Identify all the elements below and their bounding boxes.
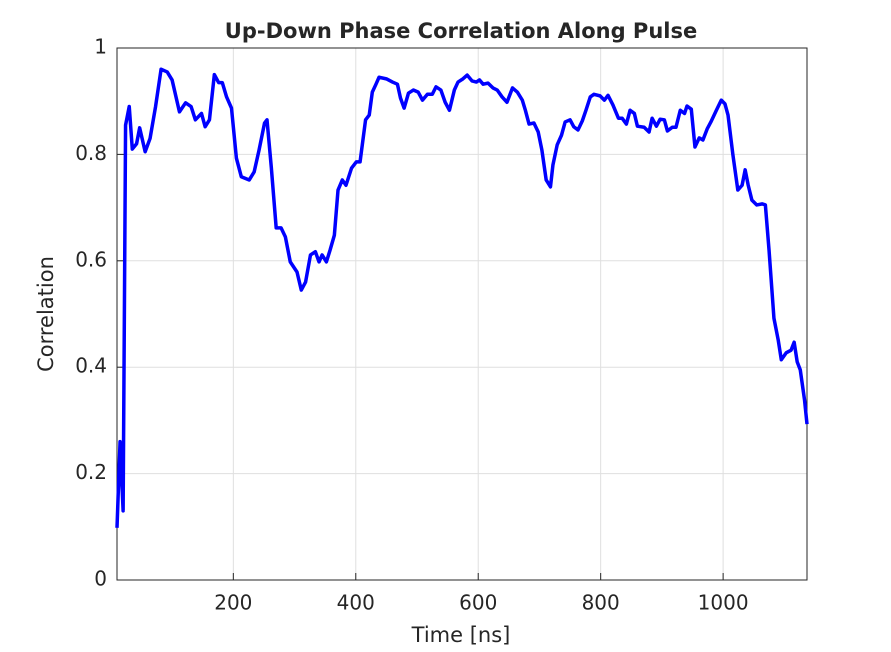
x-tick-label: 400 xyxy=(337,591,375,615)
y-tick-label: 0.8 xyxy=(75,141,107,165)
y-tick-label: 1 xyxy=(94,35,107,59)
x-tick-label: 800 xyxy=(582,591,620,615)
data-line xyxy=(115,67,809,528)
y-tick-label: 0.4 xyxy=(75,354,107,378)
y-tick-label: 0 xyxy=(94,567,107,591)
chart-title: Up-Down Phase Correlation Along Pulse xyxy=(225,19,697,43)
y-axis-label: Correlation xyxy=(34,256,58,372)
x-axis-label: Time [ns] xyxy=(411,623,511,647)
x-tick-label: 600 xyxy=(459,591,497,615)
y-tick-label: 0.2 xyxy=(75,460,107,484)
x-tick-label: 200 xyxy=(214,591,252,615)
x-tick-label: 1000 xyxy=(698,591,749,615)
y-tick-label: 0.6 xyxy=(75,247,107,271)
plot-frame xyxy=(116,47,808,581)
